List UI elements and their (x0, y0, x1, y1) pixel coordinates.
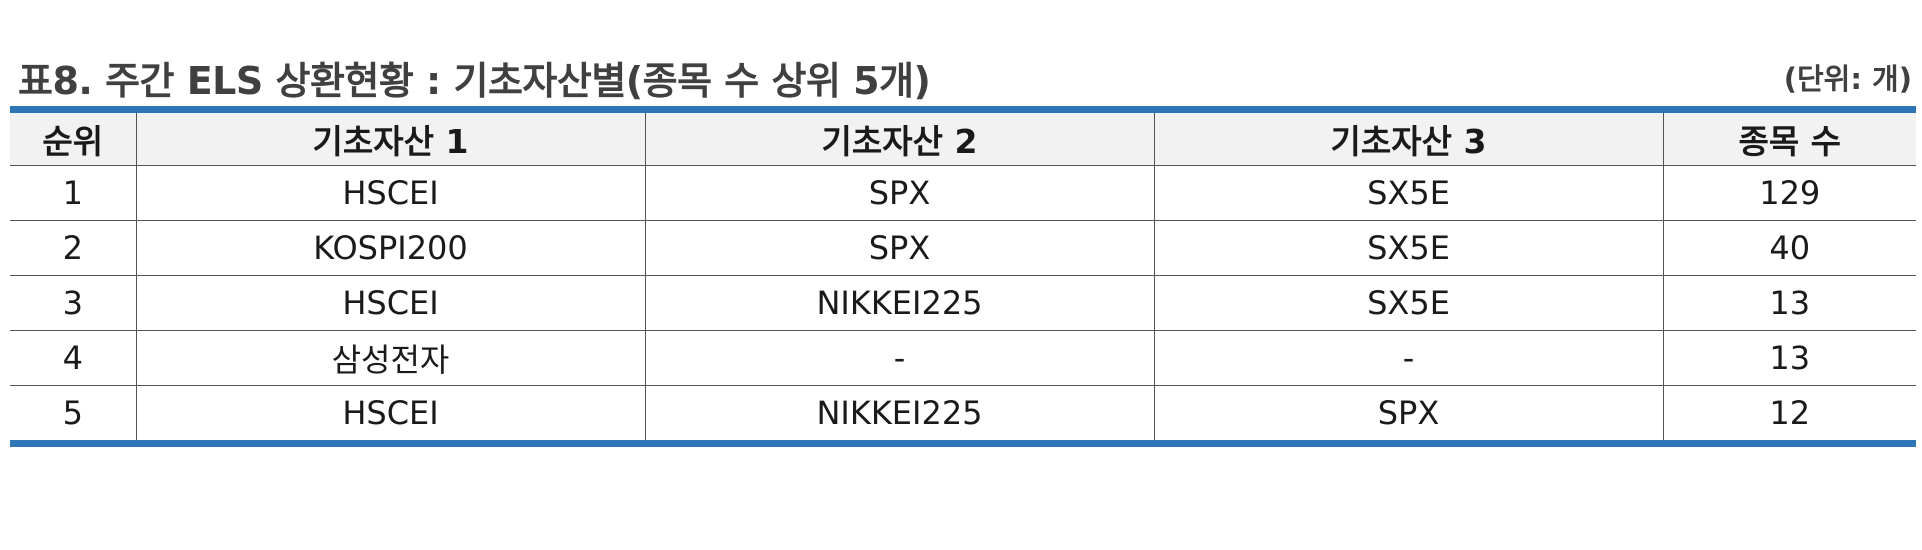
table-row: 1 HSCEI SPX SX5E 129 (10, 165, 1916, 221)
cell-underlying-1: HSCEI (135, 165, 645, 221)
cell-underlying-3: SX5E (1153, 165, 1663, 221)
column-header-underlying-1: 기초자산 1 (135, 109, 645, 166)
cell-underlying-1: KOSPI200 (135, 220, 645, 276)
column-header-count: 종목 수 (1662, 109, 1916, 166)
cell-rank: 3 (10, 275, 136, 331)
cell-underlying-2: SPX (644, 165, 1154, 221)
cell-count: 129 (1662, 165, 1916, 221)
column-header-underlying-3: 기초자산 3 (1153, 109, 1663, 166)
cell-underlying-3: SX5E (1153, 220, 1663, 276)
cell-underlying-2: NIKKEI225 (644, 385, 1154, 444)
unit-note: (단위: 개) (1783, 62, 1912, 96)
table-row: 4 삼성전자 - - 13 (10, 330, 1916, 386)
cell-count: 13 (1662, 330, 1916, 386)
cell-rank: 2 (10, 220, 136, 276)
cell-underlying-3: - (1153, 330, 1663, 386)
cell-rank: 5 (62, 394, 83, 432)
cell-underlying-1: HSCEI (135, 385, 645, 444)
table-row: 2 KOSPI200 SPX SX5E 40 (10, 220, 1916, 276)
header-row: 순위 기초자산 1 기초자산 2 기초자산 3 종목 수 (10, 109, 1916, 166)
cell-underlying-1: HSCEI (135, 275, 645, 331)
els-redemption-table: 순위 기초자산 1 기초자산 2 기초자산 3 종목 수 1 HSCEI SPX… (10, 106, 1916, 447)
cell-rank: 4 (10, 330, 136, 386)
title-row: 표8. 주간 ELS 상환현황 : 기초자산별(종목 수 상위 5개) (단위:… (18, 52, 1912, 103)
cell-count: 13 (1662, 275, 1916, 331)
table-row: 5 HSCEI NIKKEI225 SPX 12 (10, 385, 1916, 444)
table-row: 3 HSCEI NIKKEI225 SX5E 13 (10, 275, 1916, 331)
cell-underlying-2: - (644, 330, 1154, 386)
table-title: 표8. 주간 ELS 상환현황 : 기초자산별(종목 수 상위 5개) (18, 58, 931, 103)
cell-rank: 1 (10, 165, 136, 221)
cell-underlying-2: SPX (644, 220, 1154, 276)
cell-underlying-2: NIKKEI225 (644, 275, 1154, 331)
cell-underlying-3: SPX (1153, 385, 1663, 444)
cell-count: 40 (1662, 220, 1916, 276)
column-header-underlying-2: 기초자산 2 (644, 109, 1154, 166)
cell-underlying-3: SX5E (1153, 275, 1663, 331)
cell-count: 12 (1662, 385, 1916, 444)
column-header-rank: 순위 (10, 109, 136, 166)
cell-underlying-1: 삼성전자 (135, 330, 645, 386)
